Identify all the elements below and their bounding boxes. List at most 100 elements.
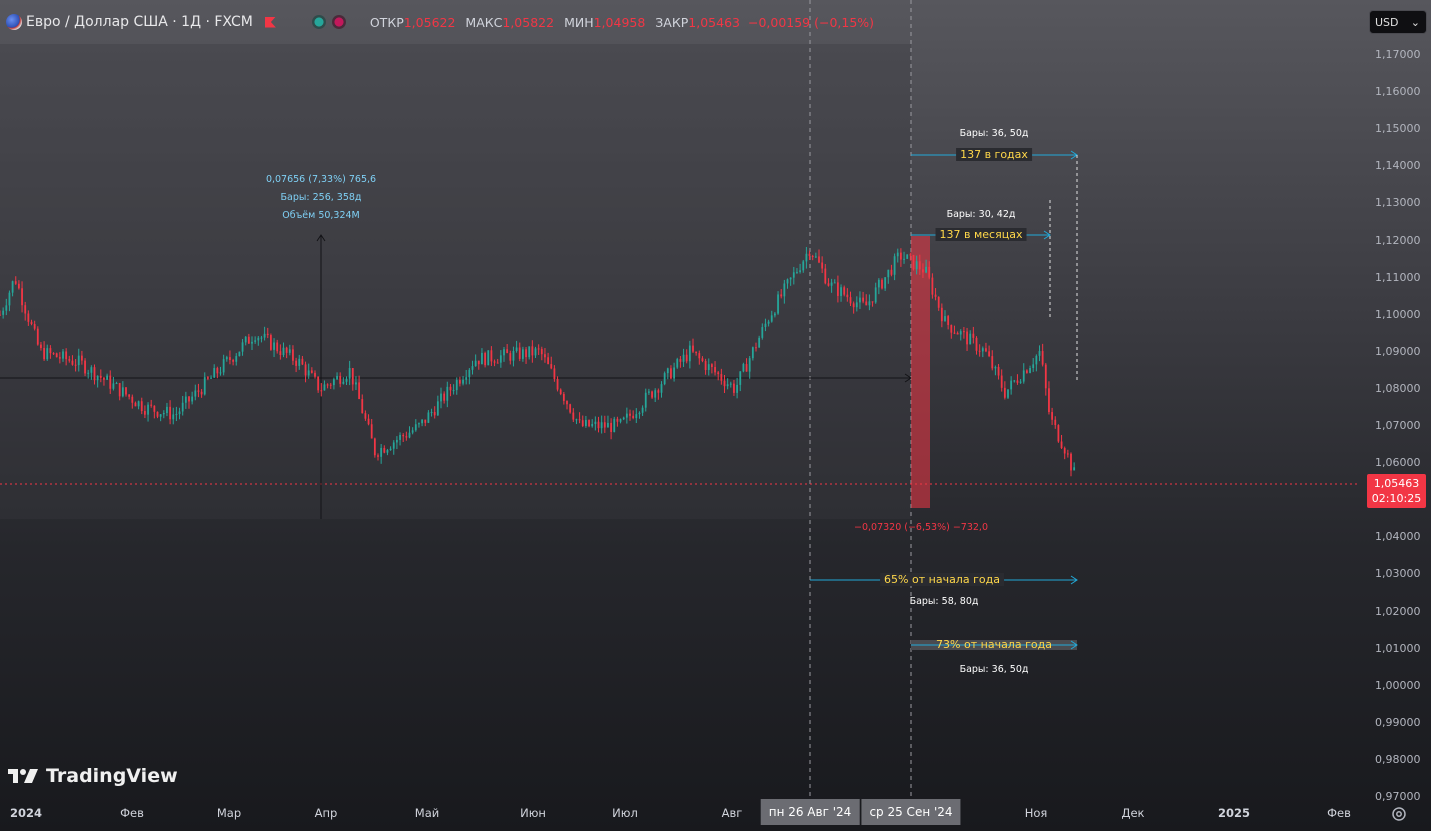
- candle: [99, 369, 102, 383]
- candle-body: [433, 412, 436, 416]
- candle-body: [320, 390, 323, 392]
- arrow-73: [1070, 640, 1078, 650]
- candle: [1057, 424, 1060, 443]
- candle: [96, 375, 99, 388]
- candle: [307, 363, 310, 379]
- candle: [358, 375, 360, 400]
- candle-body: [531, 346, 534, 356]
- price-chart[interactable]: [0, 0, 1431, 800]
- candle-body: [140, 401, 143, 412]
- candle: [1035, 354, 1038, 372]
- candle-body: [304, 364, 307, 376]
- candle-body: [298, 358, 301, 366]
- candle: [859, 291, 861, 309]
- candle-body: [777, 294, 779, 314]
- price-axis-label: 1,14000: [1375, 159, 1421, 173]
- candle: [1032, 358, 1035, 372]
- candle: [459, 376, 461, 387]
- candle-body: [329, 384, 332, 386]
- candle-body: [358, 382, 360, 400]
- candle: [625, 407, 628, 424]
- candle-body: [455, 380, 458, 391]
- candle: [871, 301, 874, 307]
- candle: [383, 445, 386, 454]
- candle: [1010, 376, 1013, 395]
- candle-body: [811, 255, 814, 257]
- candle-body: [695, 351, 698, 354]
- candle: [1007, 389, 1009, 399]
- settings-gear-icon[interactable]: [1390, 805, 1408, 823]
- candle-body: [830, 282, 833, 286]
- candle: [440, 387, 442, 409]
- time-axis[interactable]: [0, 800, 1431, 831]
- currency-select[interactable]: USD ⌄: [1369, 10, 1427, 34]
- symbol-title[interactable]: Евро / Доллар США · 1Д · FXCM: [26, 14, 253, 30]
- candle: [455, 377, 458, 395]
- candle-body: [348, 368, 351, 379]
- candle-body: [988, 351, 990, 357]
- candle: [506, 344, 509, 354]
- candle-body: [896, 252, 899, 257]
- price-axis-label: 1,15000: [1375, 122, 1421, 136]
- tradingview-logo: TradingView: [8, 765, 178, 787]
- candle: [1000, 369, 1003, 392]
- candle: [326, 383, 329, 389]
- candle-body: [342, 381, 345, 384]
- candle-body: [440, 393, 442, 402]
- candle: [257, 336, 260, 346]
- candle: [522, 346, 524, 362]
- candle-body: [273, 342, 275, 350]
- candle-body: [629, 413, 631, 416]
- candle: [770, 310, 773, 323]
- candle: [846, 288, 849, 302]
- candle-body: [446, 386, 449, 401]
- candle-body: [751, 347, 754, 359]
- candle-body: [213, 368, 216, 378]
- candle: [304, 361, 307, 383]
- candle-body: [27, 313, 30, 322]
- candle: [966, 327, 968, 351]
- candle: [789, 277, 792, 286]
- candle-body: [1029, 368, 1031, 373]
- candle-body: [481, 352, 483, 365]
- candle: [729, 381, 732, 388]
- candle-body: [11, 281, 14, 293]
- candle-body: [84, 360, 86, 374]
- candle: [144, 405, 146, 419]
- candle-body: [597, 421, 600, 429]
- candle-body: [670, 368, 672, 379]
- candle-body: [270, 335, 272, 350]
- candle-body: [452, 390, 455, 392]
- candle-body: [386, 450, 389, 453]
- candle-body: [950, 324, 953, 333]
- candle: [840, 284, 842, 302]
- candle: [985, 342, 987, 353]
- price-axis-label: 1,13000: [1375, 196, 1421, 210]
- candle: [805, 247, 808, 269]
- time-label-feb: Фев: [120, 806, 144, 820]
- candle-body: [1016, 380, 1019, 383]
- candle-body: [405, 436, 408, 438]
- candle: [906, 254, 909, 260]
- candle-body: [414, 424, 417, 431]
- last-price-tag: 1,05463 02:10:25: [1367, 474, 1426, 508]
- candle: [673, 362, 675, 382]
- candle: [1070, 452, 1072, 477]
- candle-body: [1035, 355, 1038, 365]
- candle: [591, 419, 594, 428]
- candle: [915, 255, 918, 275]
- candle: [903, 251, 905, 264]
- price-axis-label: 0,98000: [1375, 752, 1421, 766]
- candle: [288, 344, 291, 356]
- candle-body: [462, 379, 464, 384]
- candle: [808, 250, 811, 260]
- candle: [389, 446, 392, 451]
- candle-body: [518, 347, 521, 359]
- market-open-icon[interactable]: [311, 15, 326, 29]
- candle-body: [257, 337, 260, 341]
- alert-dot-icon[interactable]: [331, 15, 346, 29]
- candle-body: [843, 287, 846, 295]
- candle: [547, 352, 549, 365]
- candle: [188, 395, 190, 409]
- flag-marker-icon[interactable]: [264, 16, 276, 28]
